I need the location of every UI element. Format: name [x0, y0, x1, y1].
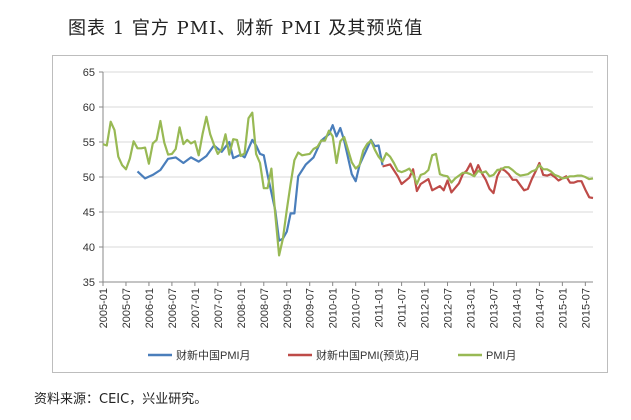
x-tick-label: 2015-01 [557, 288, 569, 328]
x-tick-label: 2010-07 [351, 288, 363, 328]
x-tick-label: 2009-07 [305, 288, 317, 328]
x-tick-label: 2008-01 [236, 288, 248, 328]
legend-label: 财新中国PMI月 [176, 348, 251, 362]
x-tick-label: 2005-01 [98, 288, 110, 328]
series-line-1 [382, 161, 594, 200]
x-tick-label: 2014-01 [511, 288, 523, 328]
y-tick-label: 40 [83, 242, 95, 254]
x-tick-label: 2011-01 [374, 288, 386, 328]
y-tick-label: 45 [83, 207, 95, 219]
x-tick-label: 2006-01 [144, 288, 156, 328]
legend: 财新中国PMI月 财新中国PMI(预览)月 PMI月 [148, 348, 517, 362]
y-tick-label: 35 [83, 277, 95, 289]
x-tick-label: 2015-07 [580, 288, 592, 328]
x-tick-label: 2010-01 [328, 288, 340, 328]
x-tick-label: 2012-01 [420, 288, 432, 328]
y-axis: 35 40 45 50 55 60 65 [83, 67, 104, 289]
x-tick-label: 2007-07 [213, 288, 225, 328]
series-lines [102, 111, 594, 257]
legend-label: PMI月 [486, 350, 517, 362]
x-axis: 2005-01 2005-07 2006-01 2006-07 2007-01 2007-… [98, 281, 593, 328]
x-tick-label: 2007-01 [190, 288, 202, 328]
y-tick-label: 60 [83, 102, 95, 114]
legend-label: 财新中国PMI(预览)月 [316, 348, 420, 362]
figure-title: 图表 1 官方 PMI、财新 PMI 及其预览值 [68, 18, 424, 39]
pmi-line-chart: 35 40 45 50 55 60 65 2005-01 2005-07 2006-01 2006… [83, 67, 594, 362]
x-tick-label: 2011-07 [397, 288, 409, 328]
x-tick-label: 2009-01 [282, 288, 294, 328]
x-tick-label: 2005-07 [121, 288, 133, 328]
series-line-2 [102, 111, 594, 257]
chart-frame: 35 40 45 50 55 60 65 2005-01 2005-07 2006-01 2006… [52, 55, 608, 373]
y-tick-label: 50 [83, 172, 95, 184]
y-tick-label: 55 [83, 137, 95, 149]
x-tick-label: 2013-07 [488, 288, 500, 328]
x-tick-label: 2012-07 [443, 288, 455, 328]
x-tick-label: 2006-07 [167, 288, 179, 328]
x-tick-label: 2014-07 [534, 288, 546, 328]
y-tick-label: 65 [83, 67, 95, 79]
x-tick-label: 2013-01 [466, 288, 478, 328]
x-tick-label: 2008-07 [259, 288, 271, 328]
source-note: 资料来源：CEIC，兴业研究。 [34, 392, 208, 407]
